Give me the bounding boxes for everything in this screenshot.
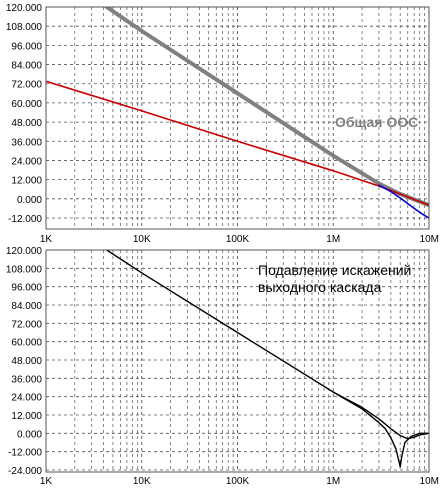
x-tick-label: 1M xyxy=(326,234,340,245)
series-group xyxy=(46,7,429,219)
y-tick-label: 0.000 xyxy=(17,195,42,206)
x-tick-label: 1K xyxy=(40,476,53,487)
y-tick-label: 108.000 xyxy=(6,264,43,275)
y-tick-label: 60.000 xyxy=(11,338,42,349)
y-tick-label: 96.000 xyxy=(11,283,42,294)
x-tick-label: 100K xyxy=(226,234,250,245)
y-tick-label: 48.000 xyxy=(11,118,42,129)
series-group xyxy=(105,250,429,468)
x-tick-label: 10M xyxy=(420,234,439,245)
series-line-0 xyxy=(105,250,429,440)
y-tick-label: -12.000 xyxy=(8,448,42,459)
y-tick-label: 120.000 xyxy=(6,246,43,257)
y-tick-label: 96.000 xyxy=(11,41,42,52)
plot-frame xyxy=(45,249,430,473)
y-tick-label: 72.000 xyxy=(11,80,42,91)
y-tick-label: 12.000 xyxy=(11,411,42,422)
y-tick-label: -12.000 xyxy=(8,214,42,225)
y-tick-label: 36.000 xyxy=(11,137,42,148)
x-tick-label: 10K xyxy=(133,476,151,487)
chart-annotation-bottom-line1: Подавление искажений xyxy=(258,262,411,278)
y-tick-label: -24.000 xyxy=(8,466,42,477)
y-tick-label: 120.000 xyxy=(6,3,43,14)
series-line-1 xyxy=(46,80,429,206)
bottom-chart-panel: 120.000 108.000 96.000 84.000 72.000 60.000 48… xyxy=(6,246,439,487)
x-tick-label: 10K xyxy=(133,234,151,245)
x-tick-label: 1K xyxy=(40,234,53,245)
y-tick-label: 72.000 xyxy=(11,319,42,330)
y-tick-label: 12.000 xyxy=(11,176,42,187)
y-tick-label: 24.000 xyxy=(11,156,42,167)
x-tick-label: 1M xyxy=(326,476,340,487)
y-tick-label: 0.000 xyxy=(17,429,42,440)
y-tick-label: 108.000 xyxy=(6,22,43,33)
chart-annotation-top: Общая ООС xyxy=(335,114,418,130)
y-tick-label: 36.000 xyxy=(11,374,42,385)
series-line-1 xyxy=(332,391,429,468)
y-tick-label: 48.000 xyxy=(11,356,42,367)
x-tick-label: 100K xyxy=(226,476,250,487)
y-tick-label: 60.000 xyxy=(11,99,42,110)
y-tick-label: 84.000 xyxy=(11,301,42,312)
y-tick-label: 84.000 xyxy=(11,61,42,72)
plot-frame xyxy=(45,6,430,230)
y-tick-label: 24.000 xyxy=(11,393,42,404)
series-line-2 xyxy=(378,184,429,219)
top-chart-panel: 120.000 108.000 96.000 84.000 72.000 60.000 48… xyxy=(6,3,439,245)
chart-annotation-bottom-line2: выходного каскада xyxy=(258,279,382,295)
x-tick-label: 10M xyxy=(420,476,439,487)
